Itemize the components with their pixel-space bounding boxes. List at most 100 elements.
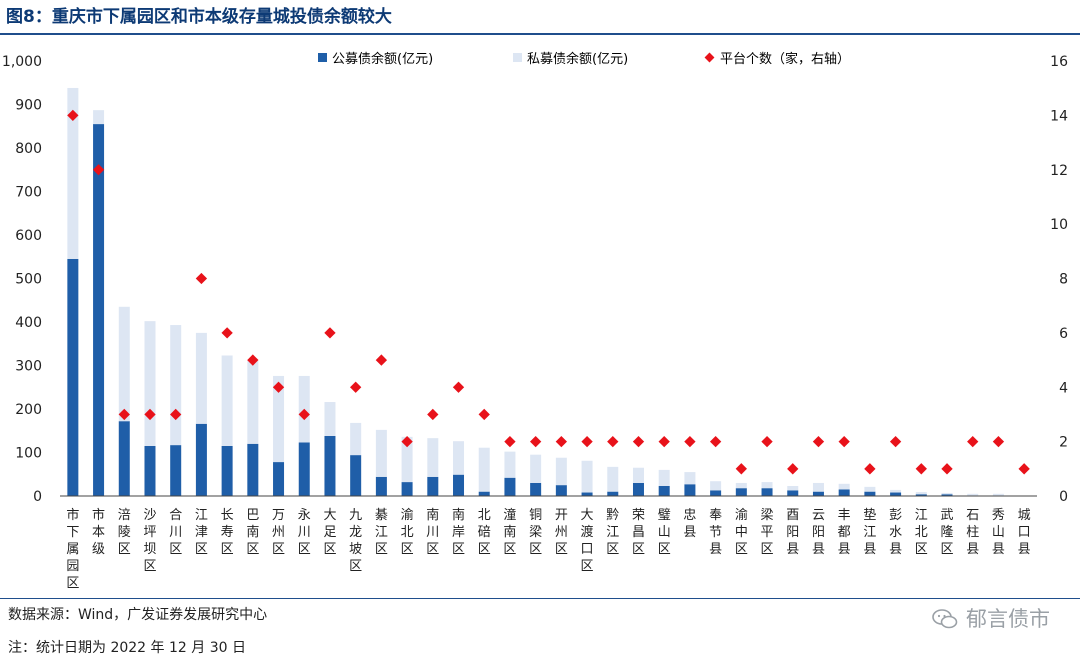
bar-public xyxy=(298,442,310,496)
bar-private xyxy=(221,355,233,446)
platform-marker xyxy=(709,435,722,448)
legend-label-platforms: 平台个数（家，右轴） xyxy=(720,51,850,67)
left-tick-label: 100 xyxy=(15,446,42,462)
bar-public xyxy=(453,474,465,496)
bar-public xyxy=(273,462,285,496)
platform-marker xyxy=(1018,463,1030,475)
platform-marker xyxy=(221,327,233,339)
bar-public xyxy=(684,484,696,496)
bar-public xyxy=(658,485,670,496)
left-tick-label: 600 xyxy=(15,228,42,244)
right-axis: 0 2 4 6 8 10 12 14 16 xyxy=(1050,54,1068,505)
bar-private xyxy=(581,460,593,493)
figure-title: 图8：重庆市下属园区和市本级存量城投债余额较大 xyxy=(6,7,392,27)
category-label: 梁平区 xyxy=(761,508,774,557)
platform-marker xyxy=(581,435,593,448)
bars xyxy=(67,87,1030,496)
category-label: 城口县 xyxy=(1018,508,1031,557)
bar-public xyxy=(915,494,927,496)
bar-private xyxy=(350,422,362,456)
legend-label-public: 公募债余额(亿元) xyxy=(332,51,433,67)
bar-private xyxy=(93,110,105,125)
bar-public xyxy=(890,492,902,496)
platform-marker xyxy=(889,435,902,448)
platform-marker xyxy=(658,435,670,448)
bar-public xyxy=(581,492,593,496)
bar-private xyxy=(812,482,824,492)
platform-marker xyxy=(375,354,388,366)
category-label: 江津区 xyxy=(195,508,208,557)
bar-private xyxy=(504,451,516,478)
source-note: 数据来源：Wind，广发证券发展研究中心 xyxy=(8,607,268,623)
bar-private xyxy=(735,482,747,489)
bar-public xyxy=(375,476,387,496)
bar-private xyxy=(195,332,207,424)
category-label: 秀山县 xyxy=(992,508,1005,557)
platform-marker xyxy=(787,463,799,475)
platform-marker xyxy=(324,327,336,339)
date-note: 注：统计日期为 2022 年 12 月 30 日 xyxy=(8,640,246,656)
bar-public xyxy=(144,445,156,496)
category-label: 沙坪坝区 xyxy=(143,508,156,574)
bar-private xyxy=(761,482,773,489)
left-tick-label: 400 xyxy=(15,315,42,331)
platform-marker xyxy=(427,408,439,421)
bar-private xyxy=(67,87,79,259)
bar-public xyxy=(247,443,259,496)
left-tick-label: 300 xyxy=(15,359,42,375)
category-label: 永川区 xyxy=(298,508,311,557)
category-label: 江北区 xyxy=(915,508,928,557)
category-label: 黔江区 xyxy=(606,508,619,557)
bar-public xyxy=(787,490,799,496)
category-labels: 市下属园区市本级涪陵区沙坪坝区合川区江津区长寿区巴南区万州区永川区大足区九龙坡区… xyxy=(66,507,1030,591)
bar-public xyxy=(478,491,490,496)
bar-private xyxy=(478,447,490,492)
bar-private xyxy=(555,457,567,486)
bar-private xyxy=(890,489,902,493)
category-label: 丰都县 xyxy=(838,508,851,557)
platform-marker xyxy=(967,435,979,448)
bar-private xyxy=(658,469,670,486)
category-label: 潼南区 xyxy=(503,507,516,557)
bar-private xyxy=(684,472,696,485)
left-tick-label: 700 xyxy=(15,185,42,201)
bar-private xyxy=(427,438,439,477)
right-tick-label: 10 xyxy=(1050,217,1068,233)
category-label: 荣昌区 xyxy=(632,508,645,557)
platform-marker xyxy=(247,354,259,366)
bar-public xyxy=(67,258,79,496)
platform-marker xyxy=(992,435,1005,448)
platform-markers xyxy=(67,109,1030,475)
category-label: 合川区 xyxy=(169,508,182,557)
bar-private xyxy=(710,481,722,491)
category-label: 长寿区 xyxy=(221,508,234,557)
right-tick-label: 0 xyxy=(1059,489,1068,505)
bar-public xyxy=(350,455,362,496)
platform-marker xyxy=(298,408,310,421)
bar-public xyxy=(324,435,336,496)
category-label: 市下属园区 xyxy=(66,507,79,591)
wechat-icon xyxy=(932,609,958,629)
category-label: 渝中区 xyxy=(735,507,748,557)
bar-private xyxy=(375,429,387,477)
bar-private xyxy=(118,306,130,422)
bar-private xyxy=(915,492,927,495)
bar-private xyxy=(273,375,285,463)
platform-marker xyxy=(504,435,516,448)
bar-private xyxy=(144,321,156,446)
bar-private xyxy=(530,454,542,483)
platform-marker xyxy=(195,272,208,285)
bar-private xyxy=(787,485,799,491)
bar-public xyxy=(607,491,619,496)
category-label: 南岸区 xyxy=(452,507,465,557)
watermark: 郁言债市 xyxy=(932,603,1050,633)
bar-public xyxy=(118,421,130,496)
platform-marker xyxy=(452,381,465,393)
bar-public xyxy=(735,488,747,496)
right-tick-label: 4 xyxy=(1059,380,1068,396)
platform-marker xyxy=(170,408,182,421)
category-label: 巴南区 xyxy=(246,508,259,557)
platform-marker xyxy=(812,435,825,448)
legend-label-private: 私募债余额(亿元) xyxy=(527,51,628,67)
left-tick-label: 500 xyxy=(15,272,42,288)
